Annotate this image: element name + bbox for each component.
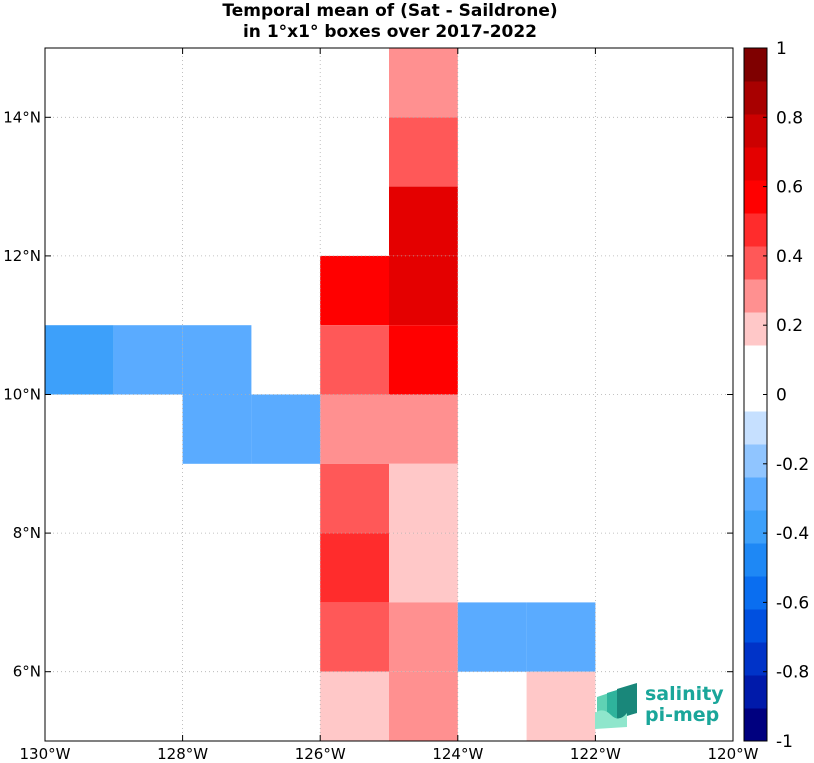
heatmap-cell: [526, 671, 596, 741]
chart-subtitle: in 1°x1° boxes over 2017-2022: [242, 22, 538, 42]
colorbar-swatch: [744, 378, 767, 412]
wave-logo-icon: [595, 683, 637, 729]
heatmap-cell: [389, 602, 458, 672]
colorbar-swatch: [744, 279, 767, 313]
salinity-pimep-logo: salinity pi-mep: [593, 683, 724, 731]
y-tick-label: 8°N: [13, 524, 41, 542]
heatmap-cell: [389, 533, 458, 603]
heatmap-cell: [320, 325, 389, 395]
heatmap-cell: [320, 394, 389, 464]
colorbar-tick-label: -1: [776, 732, 793, 752]
y-tick-label: 12°N: [3, 247, 41, 265]
heatmap-cell: [320, 671, 389, 741]
heatmap-cell: [113, 325, 183, 395]
colorbar-swatch: [744, 510, 767, 544]
heatmap-cell: [526, 602, 596, 672]
colorbar-swatch: [744, 114, 767, 148]
axis-ticks: 130°W 128°W 126°W 124°W 122°W 120°W 6°N 8°N 10°N…: [3, 48, 759, 763]
colorbar-swatch: [744, 609, 767, 643]
colorbar-tick-label: 0.6: [776, 178, 803, 198]
colorbar-tick-label: -0.2: [776, 455, 809, 475]
colorbar-swatch: [744, 576, 767, 610]
y-tick-label: 10°N: [3, 386, 41, 404]
logo-line1: salinity: [645, 683, 724, 705]
colorbar: 1 0.8 0.6 0.4 0.2 0 -0.2 -0.4 -0.6 -0.8 -1: [743, 39, 809, 752]
colorbar-tick-label: 0.4: [776, 247, 803, 267]
colorbar-swatch: [744, 444, 767, 478]
colorbar-tick-label: -0.6: [776, 593, 809, 613]
colorbar-swatch: [744, 708, 767, 742]
colorbar-swatch: [744, 180, 767, 214]
colorbar-swatch: [744, 81, 767, 115]
chart-title: Temporal mean of (Sat - Saildrone): [222, 1, 558, 21]
heatmap-cell: [389, 186, 458, 256]
heatmap-cell: [389, 394, 458, 464]
x-tick-label: 130°W: [20, 745, 71, 763]
colorbar-tick-label: 1: [776, 39, 787, 59]
heatmap-cell: [389, 671, 458, 741]
x-tick-label: 124°W: [432, 745, 483, 763]
colorbar-swatch: [744, 147, 767, 181]
y-tick-label: 6°N: [13, 663, 41, 681]
colorbar-swatch: [744, 312, 767, 346]
colorbar-swatch: [744, 543, 767, 577]
heatmap-cell: [320, 463, 389, 534]
colorbar-tick-label: 0: [776, 386, 787, 406]
logo-line2: pi-mep: [645, 704, 720, 726]
heatmap-cell: [182, 394, 252, 464]
colorbar-swatch: [744, 642, 767, 676]
x-tick-label: 122°W: [570, 745, 621, 763]
heatmap-cell: [320, 255, 389, 326]
colorbar-tick-label: 0.8: [776, 108, 803, 128]
colorbar-swatch: [744, 675, 767, 709]
heatmap-cell: [320, 533, 389, 603]
x-tick-label: 126°W: [295, 745, 346, 763]
grid-lines: [45, 48, 733, 741]
heatmap-cell: [320, 602, 389, 672]
colorbar-swatch: [744, 213, 767, 247]
y-tick-label: 14°N: [3, 108, 41, 126]
colorbar-swatch: [744, 48, 767, 82]
colorbar-swatch: [744, 345, 767, 379]
heatmap-cell: [45, 325, 114, 395]
heatmap-cell: [251, 394, 321, 464]
heatmap-cell: [389, 48, 458, 118]
colorbar-swatch: [744, 246, 767, 280]
colorbar-tick-label: 0.2: [776, 316, 803, 336]
colorbar-tick-label: -0.4: [776, 524, 809, 544]
heatmap-cell: [182, 325, 252, 395]
colorbar-tick-label: -0.8: [776, 663, 809, 683]
heatmap-cells: [45, 48, 596, 741]
heatmap-cell: [389, 117, 458, 187]
x-tick-label: 128°W: [157, 745, 208, 763]
heatmap-cell: [389, 255, 458, 326]
heatmap-cell: [457, 602, 527, 672]
colorbar-swatch: [744, 477, 767, 511]
colorbar-swatch: [744, 411, 767, 445]
heatmap-cell: [389, 463, 458, 534]
x-tick-label: 120°W: [708, 745, 759, 763]
heatmap-cell: [389, 325, 458, 395]
